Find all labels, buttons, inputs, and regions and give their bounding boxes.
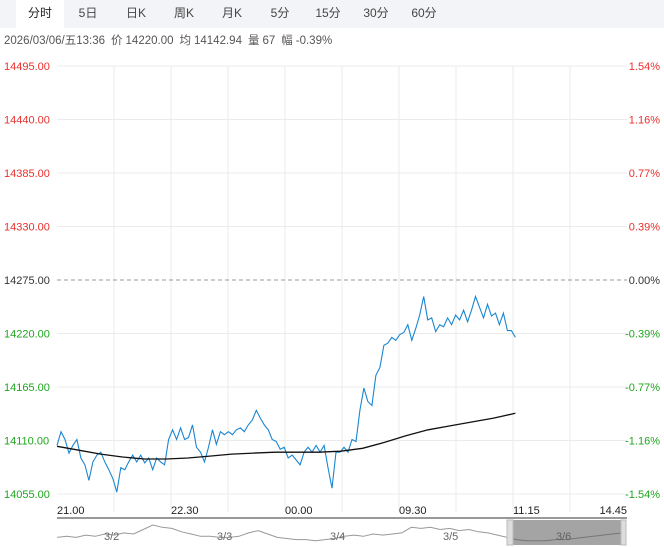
x-tick-label: 00.00 xyxy=(285,505,313,517)
y-tick-left: 14220.00 xyxy=(4,329,50,341)
y-tick-right: 1.16% xyxy=(629,115,660,127)
y-tick-right: -0.39% xyxy=(625,329,660,341)
info-datetime: 2026/03/06/五13:36 xyxy=(4,35,106,47)
info-price: 14220.00 xyxy=(125,35,174,47)
y-tick-right: 0.39% xyxy=(629,222,660,234)
period-tabs: 分时 5日 日K 周K 月K 5分 15分 30分 60分 xyxy=(0,0,664,28)
y-tick-left: 14385.00 xyxy=(4,168,50,180)
tab-30min[interactable]: 30分 xyxy=(363,6,389,20)
navigator-date-label: 3/2 xyxy=(104,531,119,543)
info-price-label: 价 xyxy=(111,35,123,47)
y-tick-left: 14165.00 xyxy=(4,382,50,394)
quote-info-bar: 2026/03/06/五13:36 价 14220.00 均 14142.94 量 67 幅 -… xyxy=(4,32,338,48)
navigator-window[interactable] xyxy=(513,520,621,545)
x-tick-label: 22.30 xyxy=(171,505,199,517)
tab-60min[interactable]: 60分 xyxy=(411,6,437,20)
y-tick-left: 14495.00 xyxy=(4,61,50,73)
tab-monthly-k[interactable]: 月K xyxy=(221,6,242,20)
y-tick-right: 1.54% xyxy=(629,61,660,73)
average-price-line xyxy=(56,412,516,460)
navigator-right-handle[interactable] xyxy=(620,519,627,546)
tab-weekly-k[interactable]: 周K xyxy=(173,6,194,20)
info-avg-label: 均 xyxy=(179,35,192,47)
y-tick-left: 14110.00 xyxy=(4,436,49,448)
info-avg: 14142.94 xyxy=(194,35,242,47)
y-tick-right: 0.00% xyxy=(629,275,660,287)
x-tick-label: 09.30 xyxy=(399,505,427,517)
y-tick-right: 0.77% xyxy=(629,168,660,180)
x-tick-label: 14.45 xyxy=(599,505,627,517)
navigator-date-label: 3/3 xyxy=(217,531,232,543)
navigator-date-label: 3/5 xyxy=(443,531,458,543)
y-tick-left: 14055.00 xyxy=(4,489,50,501)
tab-intraday[interactable]: 分时 xyxy=(16,0,64,28)
info-change-label: 幅 xyxy=(281,35,293,47)
y-tick-right: -1.16% xyxy=(625,436,660,448)
price-line xyxy=(56,294,516,493)
navigator-date-label: 3/4 xyxy=(330,531,345,543)
tab-5day[interactable]: 5日 xyxy=(78,6,98,20)
y-tick-left: 14275.00 xyxy=(4,275,50,287)
x-tick-label: 21.00 xyxy=(57,505,85,517)
info-volume: 67 xyxy=(262,35,276,47)
tab-daily-k[interactable]: 日K xyxy=(125,6,146,20)
info-change: -0.39% xyxy=(295,35,333,47)
tab-15min[interactable]: 15分 xyxy=(315,6,341,20)
info-volume-label: 量 xyxy=(247,35,260,47)
tab-5min[interactable]: 5分 xyxy=(270,6,290,20)
navigator-left-handle[interactable] xyxy=(506,519,514,546)
y-tick-left: 14440.00 xyxy=(4,115,50,127)
y-tick-right: -0.77% xyxy=(625,382,660,394)
x-tick-label: 11.15 xyxy=(513,505,540,517)
y-tick-left: 14330.00 xyxy=(4,222,50,234)
y-tick-right: -1.54% xyxy=(625,489,660,501)
